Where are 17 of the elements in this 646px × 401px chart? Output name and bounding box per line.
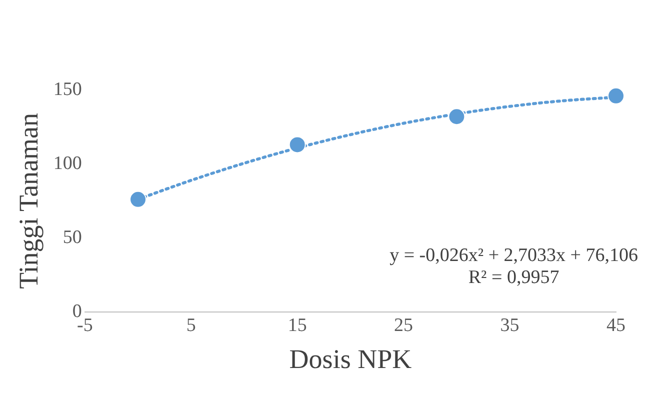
point bbox=[130, 190, 147, 208]
annotation: y = -0,026x² + 2,7033x + 76,106 bbox=[390, 245, 638, 267]
x-tick-label: 15 bbox=[288, 315, 307, 336]
annotation: R² = 0,9957 bbox=[467, 267, 560, 289]
point bbox=[288, 136, 306, 154]
point bbox=[448, 108, 466, 126]
y-axis-title: Tinggi Tanaman bbox=[13, 112, 44, 289]
x-tick-label: 35 bbox=[500, 315, 520, 336]
x-axis-title: Dosis NPK bbox=[289, 344, 412, 374]
y-tick-label: 0 bbox=[72, 300, 82, 322]
y-tick-label: 150 bbox=[53, 78, 82, 100]
x-tick-label: 25 bbox=[394, 315, 414, 336]
point bbox=[608, 87, 624, 104]
x-tick-label: 45 bbox=[606, 315, 626, 336]
x-tick-label: 5 bbox=[186, 315, 196, 336]
y-tick-label: 100 bbox=[53, 152, 82, 174]
y-tick-label: 50 bbox=[62, 226, 82, 248]
